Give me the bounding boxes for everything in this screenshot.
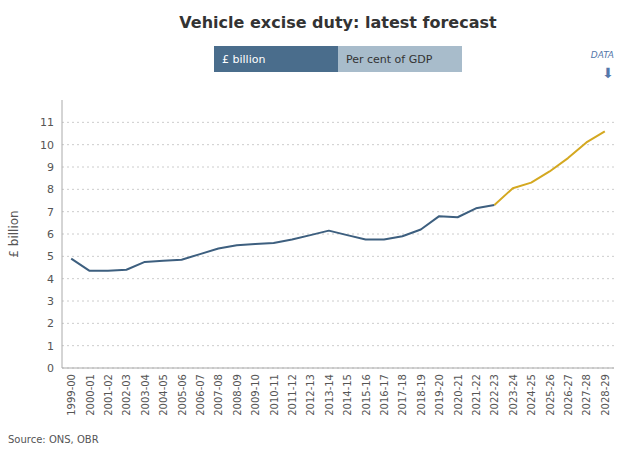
grid-line <box>62 167 614 168</box>
grid-line <box>62 278 614 279</box>
y-axis-line <box>62 100 63 368</box>
legend-label: £ billion <box>222 53 265 66</box>
grid-line <box>62 211 614 212</box>
lines <box>71 131 605 271</box>
x-tick-label: 2013-14 <box>324 374 335 416</box>
data-link: DATA <box>591 50 614 60</box>
y-tick-label: 4 <box>47 273 54 286</box>
grid-line <box>62 122 614 123</box>
y-tick-label: 3 <box>47 295 54 308</box>
y-axis-label: £ billion <box>7 210 21 257</box>
legend-tab <box>214 46 338 72</box>
x-tick-label: 2001-02 <box>103 374 114 416</box>
x-tick-label: 2025-26 <box>545 374 556 416</box>
grid-line <box>62 345 614 346</box>
x-tick-label: 2015-16 <box>361 374 372 416</box>
legend-tab <box>338 46 462 72</box>
x-tick-label: 2027-28 <box>581 374 592 416</box>
y-tick-label: 5 <box>47 250 54 263</box>
x-tick-label: 2022-23 <box>489 374 500 416</box>
x-tick-label: 2020-21 <box>453 374 464 416</box>
x-tick-label: 2018-19 <box>416 374 427 416</box>
x-tick-label: 1999-00 <box>66 374 77 416</box>
x-tick-label: 2008-09 <box>232 374 243 416</box>
grid-line <box>62 256 614 257</box>
x-tick-label: 2014-15 <box>342 374 353 416</box>
series-line <box>494 131 604 205</box>
grid-line <box>62 189 614 190</box>
title: Vehicle excise duty: latest forecast <box>179 13 497 32</box>
x-tick-label: 2012-13 <box>305 374 316 416</box>
grid-line <box>62 368 614 369</box>
x-tick-label: 2026-27 <box>563 374 574 416</box>
grid-line <box>62 144 614 145</box>
x-tick-label: 2028-29 <box>600 374 611 416</box>
y-tick-label: 2 <box>47 317 54 330</box>
y-tick-label: 11 <box>40 116 54 129</box>
x-tick-label: 2016-17 <box>379 374 390 416</box>
x-tick-label: 2017-18 <box>397 374 408 416</box>
x-tick-label: 2023-24 <box>508 374 519 416</box>
x-tick-label: 2000-01 <box>85 374 96 416</box>
download-icon: ⬇ <box>602 65 614 81</box>
y-tick-label: 1 <box>47 340 54 353</box>
x-tick-label: 2024-25 <box>526 374 537 416</box>
x-tick-label: 2005-06 <box>177 374 188 416</box>
x-tick-label: 2004-05 <box>158 374 169 416</box>
y-tick-label: 10 <box>40 139 54 152</box>
x-tick-label: 2006-07 <box>195 374 206 416</box>
x-tick-label: 2011-12 <box>287 374 298 416</box>
x-tick-label: 2010-11 <box>269 374 280 416</box>
y-tick-label: 6 <box>47 228 54 241</box>
x-axis-line <box>62 368 614 369</box>
source: Source: ONS, OBR <box>8 434 99 445</box>
grid-line <box>62 301 614 302</box>
x-tick-label: 2002-03 <box>121 374 132 416</box>
series-line <box>71 205 494 271</box>
grid <box>62 122 614 368</box>
y-tick-label: 9 <box>47 161 54 174</box>
x-tick-label: 2007-08 <box>213 374 224 416</box>
x-tick-label: 2009-10 <box>250 374 261 416</box>
grid-line <box>62 323 614 324</box>
chart: Vehicle excise duty: latest forecast £ bi… <box>0 0 634 451</box>
legend-label: Per cent of GDP <box>346 53 433 66</box>
y-tick-label: 0 <box>47 362 54 375</box>
x-tick-label: 2003-04 <box>140 374 151 416</box>
y-tick-label: 8 <box>47 183 54 196</box>
x-tick-label: 2019-20 <box>434 374 445 416</box>
y-tick-label: 7 <box>47 206 54 219</box>
x-tick-label: 2021-22 <box>471 374 482 416</box>
